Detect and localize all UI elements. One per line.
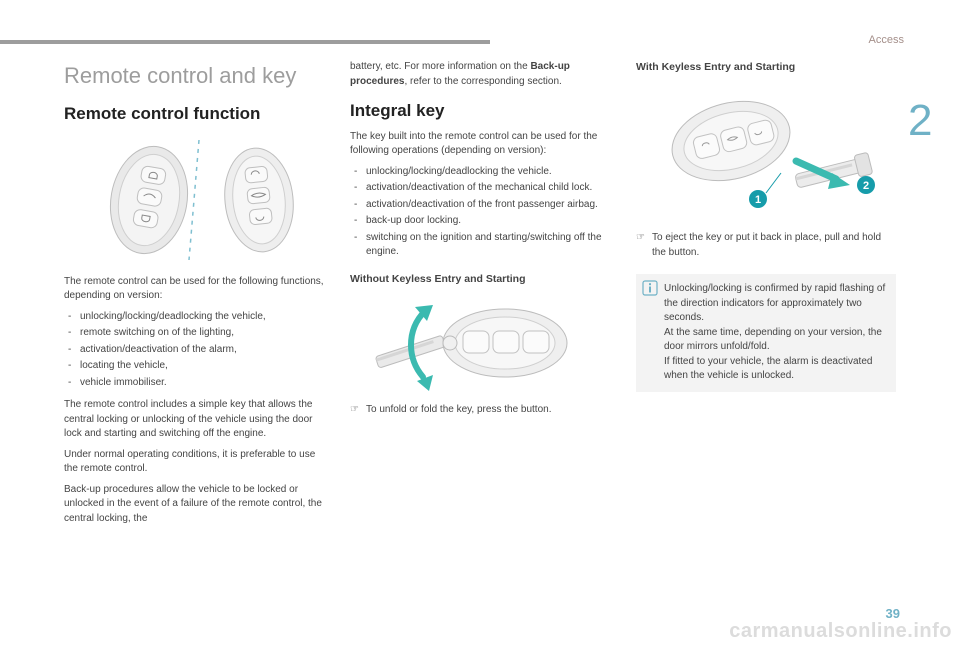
list-item: remote switching on of the lighting, [64,326,324,341]
info-icon [642,280,658,296]
chapter-number: 2 [908,96,932,145]
page-title: Remote control and key [64,60,324,92]
col1-para2a: The remote control includes a simple key… [64,398,324,442]
info-line-c: If fitted to your vehicle, the alarm is … [664,355,886,384]
list-item: unlocking/locking/deadlocking the vehicl… [350,165,610,180]
list-item: unlocking/locking/deadlocking the vehicl… [64,310,324,325]
col2-h4: Without Keyless Entry and Starting [350,272,610,287]
info-line-b: At the same time, depending on your vers… [664,326,886,355]
list-item: switching on the ignition and starting/s… [350,231,610,260]
list-item: activation/deactivation of the front pas… [350,198,610,213]
col1-para3: Back-up procedures allow the vehicle to … [64,483,324,527]
list-item: vehicle immobiliser. [64,376,324,391]
column-3: With Keyless Entry and Starting [636,60,896,609]
subtitle: Remote control function [64,102,324,127]
col2-cont: battery, etc. For more information on th… [350,60,610,89]
svg-text:2: 2 [863,180,869,192]
svg-text:1: 1 [755,194,761,206]
col2-cont-a: battery, etc. For more information on th… [350,61,530,72]
list-item: locating the vehicle, [64,359,324,374]
section-label: Access [869,34,904,46]
list-item: activation/deactivation of the alarm, [64,343,324,358]
chapter-tab: 2 [908,96,960,148]
col1-bullets: unlocking/locking/deadlocking the vehicl… [64,310,324,391]
col3-action: To eject the key or put it back in place… [636,231,896,260]
list-item: back-up door locking. [350,214,610,229]
page: Access 2 Remote control and key Remote c… [0,0,960,649]
col1-para2b: Under normal operating conditions, it is… [64,448,324,477]
watermark: carmanualsonline.info [729,620,952,643]
info-line-a: Unlocking/locking is confirmed by rapid … [664,282,886,326]
figure-two-remotes [64,135,324,265]
col1-intro: The remote control can be used for the f… [64,275,324,304]
header-bar [0,40,490,44]
list-item: activation/deactivation of the mechanica… [350,181,610,196]
figure-keyless-eject: 1 2 [636,81,896,221]
content-columns: Remote control and key Remote control fu… [64,60,896,609]
page-number: 39 [886,606,900,621]
col2-h3: Integral key [350,99,610,124]
figure-unfold-key [350,293,610,393]
col3-h4: With Keyless Entry and Starting [636,60,896,75]
info-box: Unlocking/locking is confirmed by rapid … [636,274,896,392]
col2-bullets: unlocking/locking/deadlocking the vehicl… [350,165,610,260]
column-1: Remote control and key Remote control fu… [64,60,324,609]
col2-para1: The key built into the remote control ca… [350,130,610,159]
column-2: battery, etc. For more information on th… [350,60,610,609]
col2-action: To unfold or fold the key, press the but… [350,403,610,418]
col2-cont-b: , refer to the corresponding section. [404,76,561,87]
